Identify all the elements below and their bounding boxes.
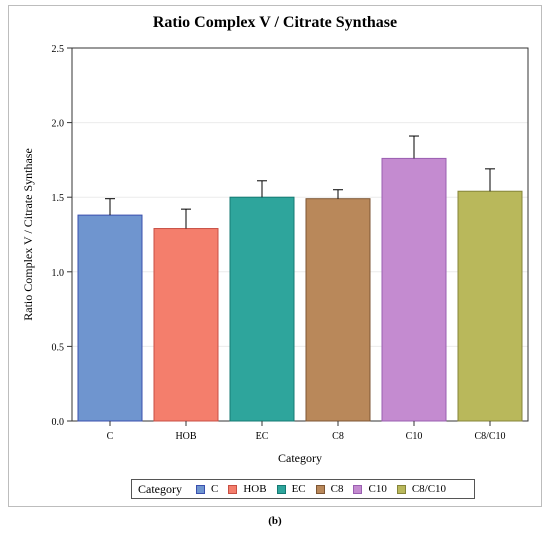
- legend-item-c8: C8: [315, 483, 344, 495]
- bar-c: [77, 214, 143, 422]
- legend-label: C8/C10: [411, 483, 447, 495]
- bar-c8: [305, 198, 371, 422]
- legend-label: HOB: [243, 483, 267, 495]
- x-tick-label: HOB: [175, 431, 196, 442]
- y-tick-label: 0.0: [52, 417, 65, 428]
- x-tick-label: EC: [256, 431, 269, 442]
- legend-item-c8-c10: C8/C10: [396, 483, 447, 495]
- x-tick-label: C8/C10: [474, 431, 505, 442]
- x-tick-label: C8: [332, 431, 344, 442]
- bar-hob: [153, 228, 219, 422]
- y-tick-label: 1.0: [52, 268, 65, 279]
- bar-c10: [381, 157, 447, 422]
- legend: Category C HOB EC C8 C10 C8/C10: [131, 479, 475, 499]
- legend-item-c: C: [196, 483, 218, 495]
- x-tick-label: C: [107, 431, 114, 442]
- x-axis-label: Category: [278, 451, 322, 465]
- legend-item-ec: EC: [276, 483, 306, 495]
- chart-title: Ratio Complex V / Citrate Synthase: [152, 14, 398, 31]
- legend-swatch: [228, 484, 238, 494]
- legend-label: C10: [368, 483, 387, 495]
- legend-label: EC: [291, 483, 306, 495]
- y-tick-label: 2.0: [52, 119, 65, 130]
- y-tick-label: 0.5: [52, 342, 65, 353]
- legend-title: Category: [138, 481, 182, 496]
- legend-label: C: [211, 483, 219, 495]
- legend-swatch: [353, 484, 363, 494]
- y-tick-label: 2.5: [52, 44, 65, 55]
- bar-ec: [229, 196, 295, 422]
- figure-caption: (b): [268, 515, 282, 527]
- y-axis-label: Ratio Complex V / Citrate Synthase: [21, 148, 35, 321]
- legend-label: C8: [330, 483, 344, 495]
- legend-item-c10: C10: [353, 483, 387, 495]
- y-tick-label: 1.5: [52, 193, 65, 204]
- legend-swatch: [276, 484, 286, 494]
- plot-border: [71, 47, 529, 422]
- bar-c8-c10: [457, 190, 523, 422]
- legend-swatch: [196, 484, 205, 494]
- legend-swatch: [315, 484, 325, 494]
- legend-swatch: [396, 484, 406, 494]
- legend-item-hob: HOB: [228, 483, 267, 495]
- x-tick-label: C10: [406, 431, 423, 442]
